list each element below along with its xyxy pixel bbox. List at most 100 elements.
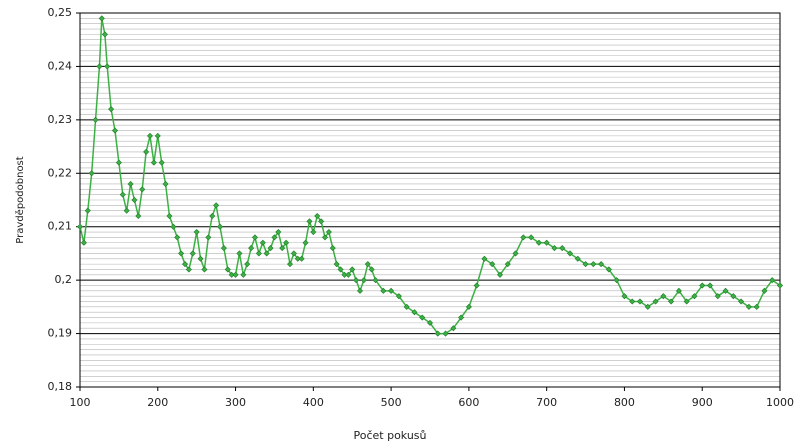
data-point [360, 277, 367, 284]
data-point [582, 261, 589, 268]
data-point [154, 132, 161, 139]
data-point [150, 159, 157, 166]
data-point [761, 287, 768, 294]
data-point [512, 250, 519, 257]
data-point [205, 234, 212, 241]
data-point [345, 271, 352, 278]
data-point [255, 250, 262, 257]
data-point [652, 298, 659, 305]
data-point [279, 245, 286, 252]
data-point [489, 261, 496, 268]
data-point [333, 261, 340, 268]
data-point [166, 213, 173, 220]
data-point [566, 250, 574, 257]
data-point [621, 293, 628, 300]
data-point [209, 213, 216, 220]
data-point [776, 282, 784, 289]
data-point [349, 266, 356, 273]
data-point [170, 223, 177, 230]
data-point [636, 298, 644, 305]
data-point [683, 298, 690, 305]
data-point [146, 132, 154, 139]
data-point [722, 287, 729, 294]
x-tick-label: 300 [225, 396, 246, 409]
data-point [178, 250, 185, 257]
data-point [337, 266, 344, 273]
data-point [426, 319, 434, 326]
data-point [613, 277, 620, 284]
data-point [419, 314, 426, 321]
plot-frame [79, 12, 781, 388]
data-point [123, 207, 130, 214]
data-point [325, 229, 332, 236]
data-point [84, 207, 91, 214]
data-point [101, 31, 108, 38]
data-point [321, 234, 329, 241]
data-point [395, 293, 402, 300]
data-point [298, 255, 305, 262]
data-point [220, 245, 227, 252]
data-point [104, 63, 111, 70]
x-tick-label: 500 [381, 396, 402, 409]
data-point [135, 213, 142, 220]
data-point [380, 287, 387, 294]
data-point [528, 234, 535, 241]
data-point [660, 293, 667, 300]
data-point [302, 239, 309, 246]
x-axis-label: Počet pokusů [353, 429, 426, 442]
x-tick-label: 600 [458, 396, 479, 409]
data-point [753, 303, 760, 310]
data-point [263, 250, 270, 257]
data-point [131, 196, 138, 204]
data-point [318, 218, 325, 225]
data-point [290, 250, 297, 257]
data-point [162, 180, 169, 187]
data-point [158, 159, 165, 166]
data-point [174, 234, 181, 241]
data-point [189, 250, 196, 257]
y-tick-label: 0,22 [48, 166, 73, 179]
data-point [605, 266, 612, 273]
y-tick-label: 0,18 [48, 380, 73, 393]
data-point [356, 287, 364, 294]
data-point [240, 271, 247, 278]
x-tick-label: 100 [70, 396, 91, 409]
data-point [465, 303, 472, 310]
data-point [224, 266, 231, 273]
data-point [236, 250, 243, 257]
y-tick-label: 0,25 [48, 6, 73, 19]
data-point [388, 287, 395, 294]
data-point [267, 245, 274, 252]
data-point [306, 218, 313, 225]
data-point [139, 186, 146, 193]
data-point [92, 116, 99, 123]
data-point [535, 239, 542, 246]
data-point [232, 271, 239, 278]
data-point [197, 255, 204, 262]
data-point [644, 303, 651, 310]
data-point [520, 234, 527, 241]
data-point [119, 191, 126, 198]
data-point [769, 277, 776, 284]
data-point [286, 261, 294, 268]
data-point [201, 266, 208, 273]
data-point [275, 229, 282, 236]
data-point [706, 282, 714, 289]
x-tick-label: 800 [614, 396, 635, 409]
data-point [411, 309, 418, 316]
y-tick-label: 0,2 [55, 273, 73, 286]
data-point [372, 277, 379, 284]
data-point [442, 330, 449, 337]
data-point [244, 261, 251, 268]
data-point [598, 261, 605, 268]
data-point [115, 159, 122, 166]
data-point [259, 239, 266, 246]
data-point [368, 266, 375, 273]
x-tick-label: 900 [692, 396, 713, 409]
data-point [403, 303, 410, 310]
data-point [714, 293, 721, 300]
data-point [80, 239, 87, 246]
data-point [283, 239, 290, 246]
data-point [181, 261, 189, 268]
